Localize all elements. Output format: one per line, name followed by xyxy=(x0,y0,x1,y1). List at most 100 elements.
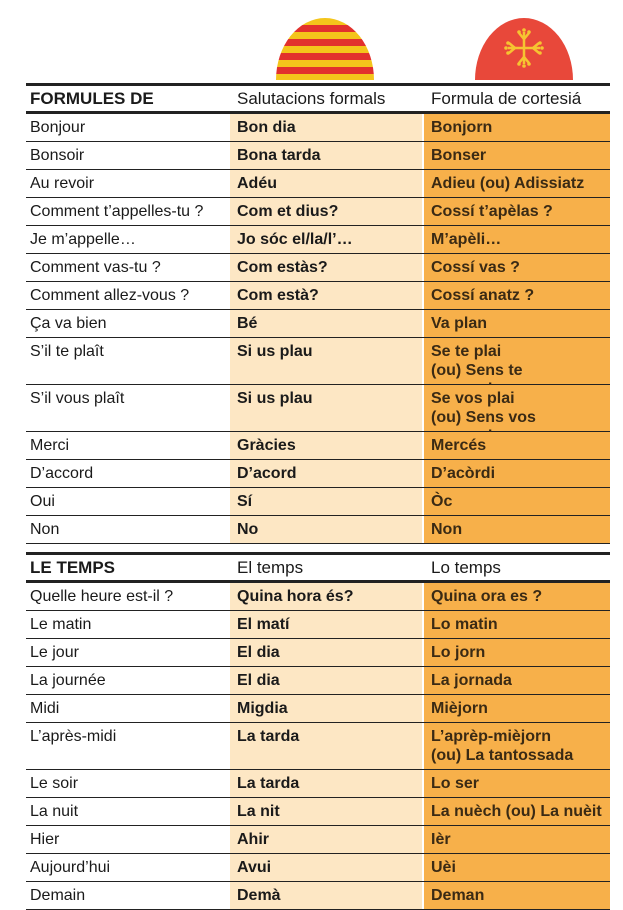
occitan-cell: Va plan xyxy=(422,310,610,337)
occitan-cell: Non xyxy=(422,516,610,543)
catalan-cell: El dia xyxy=(228,667,422,694)
table-row: Midi Migdia Mièjorn xyxy=(26,695,610,723)
french-cell: Ça va bien xyxy=(26,310,228,337)
occitan-cross-icon xyxy=(475,18,573,80)
french-cell: S’il vous plaît xyxy=(26,385,228,431)
french-cell: D’accord xyxy=(26,460,228,487)
catalan-cell: Avui xyxy=(228,854,422,881)
occitan-cell: Lo ser xyxy=(422,770,610,797)
catalan-cell: El matí xyxy=(228,611,422,638)
french-cell: Merci xyxy=(26,432,228,459)
catalan-cell: El dia xyxy=(228,639,422,666)
table-row: Je m’appelle… Jo sóc el/la/l’… M’apèli… xyxy=(26,226,610,254)
table-row: La nuit La nit La nuèch (ou) La nuèit xyxy=(26,798,610,826)
catalan-cell: Bon dia xyxy=(228,114,422,141)
french-cell: Oui xyxy=(26,488,228,515)
french-cell: Comment vas-tu ? xyxy=(26,254,228,281)
time-table: LE TEMPS El temps Lo temps Quelle heure est… xyxy=(26,552,610,910)
occitan-cell: Òc xyxy=(422,488,610,515)
table-row: Comment t’appelles-tu ? Com et dius? Cossí… xyxy=(26,198,610,226)
occitan-cell: Ièr xyxy=(422,826,610,853)
occitan-cell: Cossí anatz ? xyxy=(422,282,610,309)
french-cell: La journée xyxy=(26,667,228,694)
french-cell: Midi xyxy=(26,695,228,722)
french-cell: Demain xyxy=(26,882,228,909)
column-header: Lo temps xyxy=(422,555,610,580)
catalan-cell: Jo sóc el/la/l’… xyxy=(228,226,422,253)
french-cell: Comment allez-vous ? xyxy=(26,282,228,309)
catalan-cell: La tarda xyxy=(228,723,422,769)
catalan-cell: La tarda xyxy=(228,770,422,797)
occitan-cell: Se te plai (ou) Sens te comandar xyxy=(422,338,610,398)
occitan-cell: D’acòrdi xyxy=(422,460,610,487)
table-row: L’après-midi La tarda L’aprèp-mièjorn (ou)… xyxy=(26,723,610,770)
occitan-cell: Se vos plai (ou) Sens vos comandar xyxy=(422,385,610,445)
table-row: Le jour El dia Lo jorn xyxy=(26,639,610,667)
table-header: FORMULES DE POLITESSESalutacions formals… xyxy=(26,83,610,133)
table-row: Le soir La tarda Lo ser xyxy=(26,770,610,798)
table-row: S’il te plaît Si us plau Se te plai (ou) S… xyxy=(26,338,610,398)
french-cell: Aujourd’hui xyxy=(26,854,228,881)
column-header: LE TEMPS xyxy=(26,555,228,580)
catalan-cell: Com està? xyxy=(228,282,422,309)
table-header: LE TEMPS El temps Lo temps xyxy=(26,552,610,583)
occitan-cell: Mercés xyxy=(422,432,610,459)
catalan-cell: Migdia xyxy=(228,695,422,722)
column-header: El temps xyxy=(228,555,422,580)
catalan-cell: Ahir xyxy=(228,826,422,853)
table-row: Bonsoir Bona tarda Bonser xyxy=(26,142,610,170)
table-row: Aujourd’hui Avui Uèi xyxy=(26,854,610,882)
french-cell: L’après-midi xyxy=(26,723,228,769)
table-row: S’il vous plaît Si us plau Se vos plai (ou… xyxy=(26,385,610,445)
catalan-cell: Gràcies xyxy=(228,432,422,459)
french-cell: Non xyxy=(26,516,228,543)
occitan-cell: Mièjorn xyxy=(422,695,610,722)
occitan-cell: Deman xyxy=(422,882,610,909)
occitan-cell: Lo matin xyxy=(422,611,610,638)
occitan-cell: Cossí t’apèlas ? xyxy=(422,198,610,225)
french-cell: Le jour xyxy=(26,639,228,666)
occitan-cell: Lo jorn xyxy=(422,639,610,666)
french-cell: S’il te plaît xyxy=(26,338,228,384)
politeness-table: FORMULES DE POLITESSESalutacions formals… xyxy=(26,83,610,544)
catalan-cell: Bé xyxy=(228,310,422,337)
table-row: Comment vas-tu ? Com estàs? Cossí vas ? xyxy=(26,254,610,282)
occitan-cell: L’aprèp-mièjorn (ou) La tantossada xyxy=(422,723,610,769)
french-cell: Quelle heure est-il ? xyxy=(26,583,228,610)
table-row: Demain Demà Deman xyxy=(26,882,610,910)
catalan-cell: Quina hora és? xyxy=(228,583,422,610)
catalan-cell: Com estàs? xyxy=(228,254,422,281)
catalan-cell: Demà xyxy=(228,882,422,909)
occitan-cell: M’apèli… xyxy=(422,226,610,253)
table-row: Comment allez-vous ? Com està? Cossí anatz… xyxy=(26,282,610,310)
table-row: Le matin El matí Lo matin xyxy=(26,611,610,639)
table-row: Hier Ahir Ièr xyxy=(26,826,610,854)
column-header: Salutacions formals (Cat) xyxy=(228,86,422,133)
table-row: D’accord D’acord D’acòrdi xyxy=(26,460,610,488)
table-row: Bonjour Bon dia Bonjorn xyxy=(26,114,610,142)
catalan-cell: D’acord xyxy=(228,460,422,487)
column-header: Formula de cortesiá (Oc) xyxy=(422,86,610,133)
table-row: Non No Non xyxy=(26,516,610,544)
french-cell: Bonjour xyxy=(26,114,228,141)
occitan-cell: Bonjorn xyxy=(422,114,610,141)
table-row: Au revoir Adéu Adieu (ou) Adissiatz xyxy=(26,170,610,198)
catalan-cell: Si us plau xyxy=(228,338,422,384)
table-row: Oui Sí Òc xyxy=(26,488,610,516)
catalan-cell: La nit xyxy=(228,798,422,825)
table-row: Ça va bien Bé Va plan xyxy=(26,310,610,338)
occitan-cell: Bonser xyxy=(422,142,610,169)
catalan-cell: Si us plau xyxy=(228,385,422,431)
catalan-cell: Adéu xyxy=(228,170,422,197)
french-cell: Je m’appelle… xyxy=(26,226,228,253)
occitan-cell: Uèi xyxy=(422,854,610,881)
catalan-cell: Sí xyxy=(228,488,422,515)
catalan-flag-icon xyxy=(276,18,374,80)
column-header: FORMULES DE POLITESSE xyxy=(26,86,228,133)
table-row: Quelle heure est-il ? Quina hora és? Quina… xyxy=(26,583,610,611)
occitan-cell: Cossí vas ? xyxy=(422,254,610,281)
table-row: Merci Gràcies Mercés xyxy=(26,432,610,460)
catalan-cell: Bona tarda xyxy=(228,142,422,169)
occitan-cell: La nuèch (ou) La nuèit xyxy=(422,798,610,825)
catalan-cell: Com et dius? xyxy=(228,198,422,225)
